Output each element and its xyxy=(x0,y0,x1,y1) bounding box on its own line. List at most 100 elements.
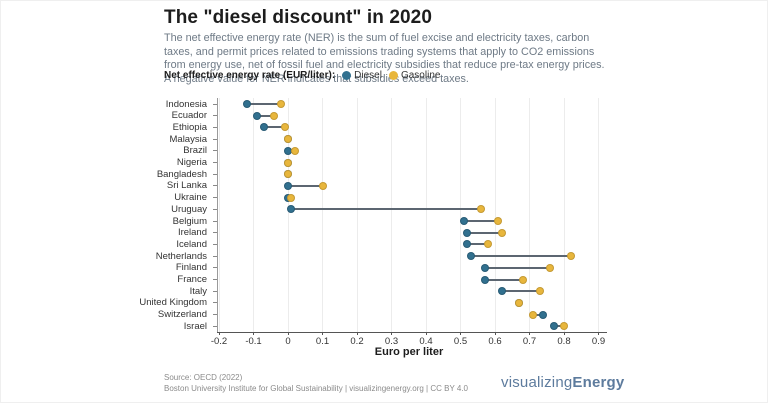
row-label: Italy xyxy=(189,285,207,297)
x-tick-label: 0.6 xyxy=(488,336,502,347)
x-axis-tick xyxy=(494,332,496,335)
diesel-data-point xyxy=(463,228,472,237)
row-label: Nigeria xyxy=(176,157,207,168)
row-label: Israel xyxy=(183,320,207,332)
y-axis-tick xyxy=(213,173,217,175)
diesel-data-point xyxy=(259,123,268,132)
y-axis-tick xyxy=(213,197,217,199)
gasoline-data-point xyxy=(284,170,292,179)
footer: Source: OECD (2022) Boston University In… xyxy=(164,372,468,394)
diesel-data-point xyxy=(539,310,548,319)
x-tick-label: 0.8 xyxy=(557,336,571,347)
source-text: Source: OECD (2022) xyxy=(164,373,243,382)
row-label: Uruguay xyxy=(171,203,207,215)
y-axis-tick xyxy=(213,185,217,187)
x-axis-tick xyxy=(460,332,461,335)
gasoline-data-point xyxy=(535,287,544,296)
y-axis-tick xyxy=(213,267,217,269)
diesel-data-point xyxy=(480,263,489,272)
gasoline-data-point xyxy=(277,100,286,108)
y-axis-tick xyxy=(213,138,217,140)
brand-logo-light: visualizing xyxy=(501,374,573,391)
gasoline-data-point xyxy=(494,217,503,225)
x-tick-label: 0.9 xyxy=(591,336,606,347)
x-tick-label: 0.3 xyxy=(384,336,399,347)
row-label: Indonesia xyxy=(165,98,207,110)
legend: Net effective energy rate (EUR/liter): D… xyxy=(164,70,440,81)
diesel-data-point xyxy=(463,240,472,249)
y-axis-tick xyxy=(213,220,217,222)
gasoline-data-point xyxy=(280,123,289,132)
row-label: Ethiopia xyxy=(172,121,207,133)
y-axis-tick xyxy=(213,290,217,292)
connector-line xyxy=(291,208,482,211)
row-label: Bangladesh xyxy=(156,168,207,180)
diesel-data-point xyxy=(459,217,468,225)
connector-line xyxy=(484,278,523,281)
attribution-text: Boston University Institute for Global S… xyxy=(164,384,469,394)
gasoline-data-point xyxy=(518,275,527,284)
x-tick-label: 0.4 xyxy=(419,336,433,347)
row-label: Sri Lanka xyxy=(166,180,207,192)
connector-line xyxy=(263,126,285,129)
legend-item-label: Diesel xyxy=(354,70,382,81)
gridline xyxy=(529,98,530,332)
y-axis-tick xyxy=(213,302,217,304)
connector-line xyxy=(553,325,564,328)
legend-item-gasoline: Gasoline xyxy=(388,70,441,81)
row-label: Malaysia xyxy=(169,133,208,145)
gasoline-data-point xyxy=(497,228,506,237)
gasoline-data-point xyxy=(560,322,568,331)
y-axis-tick xyxy=(213,115,217,117)
gridline xyxy=(253,98,254,332)
row-label: Brazil xyxy=(183,145,207,157)
y-axis-tick xyxy=(213,325,217,327)
x-axis-tick xyxy=(356,332,358,335)
row-label: Belgium xyxy=(172,215,207,227)
connector-line xyxy=(256,114,275,117)
gridline xyxy=(218,98,220,332)
diesel-data-point xyxy=(242,100,251,108)
x-axis-tick xyxy=(253,332,254,335)
connector-line xyxy=(288,184,323,187)
connector-line xyxy=(470,255,571,258)
chart-subtitle: The net effective energy rate (NER) is t… xyxy=(164,32,605,86)
row-label: Ireland xyxy=(177,227,207,239)
gasoline-data-point xyxy=(477,205,486,214)
x-axis-tick xyxy=(391,332,392,335)
y-axis-tick xyxy=(213,232,217,234)
x-axis-title: Euro per liter xyxy=(374,346,444,358)
connector-line xyxy=(467,231,502,234)
gasoline-data-point xyxy=(290,146,299,155)
gasoline-data-point xyxy=(566,252,575,261)
connector-line xyxy=(532,313,544,316)
x-tick-label: 0.5 xyxy=(453,336,468,347)
gasoline-data-point xyxy=(484,240,493,249)
y-axis-tick xyxy=(213,314,217,316)
brand-logo: visualizingEnergy xyxy=(501,374,624,391)
brand-logo-bold: Energy xyxy=(572,374,625,391)
y-axis-tick xyxy=(213,103,217,105)
gasoline-data-point xyxy=(528,310,537,319)
x-tick-label: 0.1 xyxy=(315,336,330,347)
gridline xyxy=(391,98,392,332)
x-tick-label: 0.7 xyxy=(522,336,537,347)
connector-line xyxy=(463,220,499,222)
row-label: United Kingdom xyxy=(139,297,207,309)
diesel-dot-icon xyxy=(342,71,352,80)
diesel-data-point xyxy=(549,322,558,331)
x-axis-line xyxy=(217,332,607,333)
gasoline-data-point xyxy=(284,158,292,167)
gridline xyxy=(494,98,496,332)
gridline xyxy=(425,98,427,332)
y-axis-tick xyxy=(213,126,217,128)
y-axis-tick xyxy=(213,150,217,152)
legend-item-label: Gasoline xyxy=(400,70,441,81)
y-axis-tick xyxy=(213,208,217,210)
gasoline-data-point xyxy=(318,181,327,190)
x-tick-label: -0.2 xyxy=(210,336,228,347)
page-title: The "diesel discount" in 2020 xyxy=(164,7,432,28)
y-axis-tick xyxy=(213,279,217,280)
